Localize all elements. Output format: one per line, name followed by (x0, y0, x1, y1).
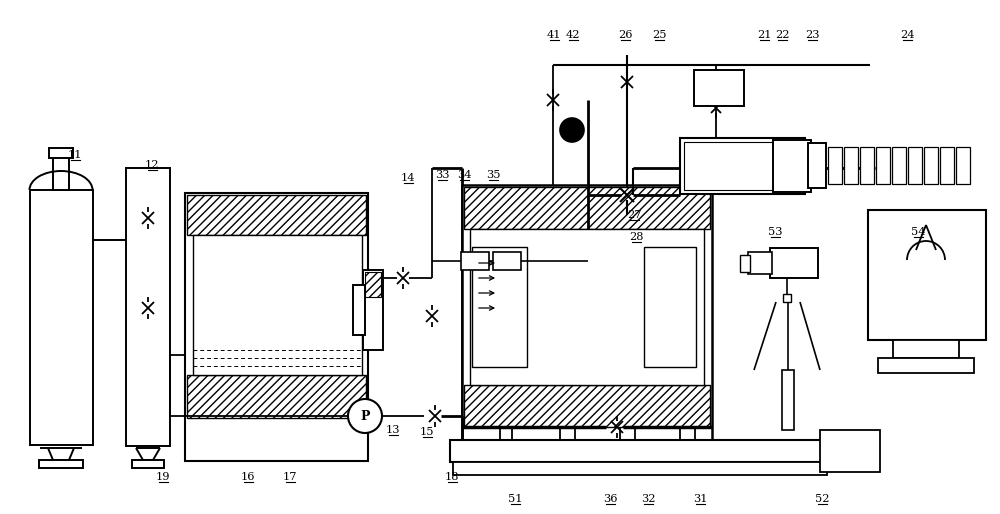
Text: 26: 26 (618, 30, 632, 40)
Text: 14: 14 (401, 173, 415, 183)
Text: 16: 16 (241, 472, 255, 482)
Text: 41: 41 (547, 30, 561, 40)
Text: 19: 19 (156, 472, 170, 482)
Text: 35: 35 (486, 170, 500, 180)
Text: 31: 31 (693, 494, 707, 504)
Bar (187, 375, 366, 418)
Bar (956, 147, 970, 184)
Bar (940, 147, 954, 184)
Bar (363, 270, 383, 350)
Bar (694, 70, 744, 106)
Text: 25: 25 (652, 30, 666, 40)
Text: 22: 22 (775, 30, 789, 40)
Circle shape (348, 399, 382, 433)
Bar (876, 147, 890, 184)
Text: 17: 17 (283, 472, 297, 482)
Text: 15: 15 (420, 427, 434, 437)
Bar (464, 385, 710, 427)
Bar (770, 248, 818, 278)
Text: 42: 42 (566, 30, 580, 40)
Text: 34: 34 (457, 170, 471, 180)
Text: 53: 53 (768, 227, 782, 237)
Text: 11: 11 (68, 150, 82, 160)
Text: 51: 51 (508, 494, 522, 504)
Bar (185, 193, 368, 461)
Bar (782, 370, 794, 430)
Bar (868, 210, 986, 340)
Bar (470, 229, 704, 385)
Bar (808, 143, 826, 188)
Text: 28: 28 (629, 232, 643, 242)
Bar (464, 187, 710, 229)
Bar (908, 147, 922, 184)
Bar (844, 147, 858, 184)
Bar (748, 252, 772, 274)
Text: 32: 32 (641, 494, 655, 504)
Bar (353, 285, 365, 335)
Bar (893, 340, 959, 358)
Bar (126, 168, 170, 446)
Text: 12: 12 (145, 160, 159, 170)
Bar (462, 185, 712, 455)
Bar (892, 147, 906, 184)
Bar (860, 147, 874, 184)
Bar (193, 235, 362, 375)
Bar (453, 462, 827, 475)
Bar (450, 440, 830, 462)
Text: 54: 54 (911, 227, 925, 237)
Bar (53, 155, 69, 190)
Text: 18: 18 (445, 472, 459, 482)
Bar (472, 247, 527, 367)
Bar (684, 142, 779, 190)
Text: 36: 36 (603, 494, 617, 504)
Text: P: P (360, 410, 370, 423)
Bar (644, 247, 696, 367)
Bar (49, 148, 73, 158)
Text: 52: 52 (815, 494, 829, 504)
Bar (365, 272, 381, 297)
Bar (924, 147, 938, 184)
Text: 23: 23 (805, 30, 819, 40)
Bar (773, 140, 811, 192)
Text: 33: 33 (435, 170, 449, 180)
Bar (461, 252, 489, 270)
Bar (132, 460, 164, 468)
Text: 24: 24 (900, 30, 914, 40)
Bar (680, 138, 805, 194)
Bar (493, 252, 521, 270)
Circle shape (560, 118, 584, 142)
Bar (740, 255, 750, 272)
Bar (187, 195, 366, 235)
Bar (39, 460, 83, 468)
Bar (30, 190, 93, 445)
Text: 21: 21 (757, 30, 771, 40)
Bar (878, 358, 974, 373)
Bar (828, 147, 842, 184)
Text: 13: 13 (386, 425, 400, 435)
Bar (820, 430, 880, 472)
Text: 27: 27 (627, 210, 641, 220)
Bar (783, 294, 791, 302)
